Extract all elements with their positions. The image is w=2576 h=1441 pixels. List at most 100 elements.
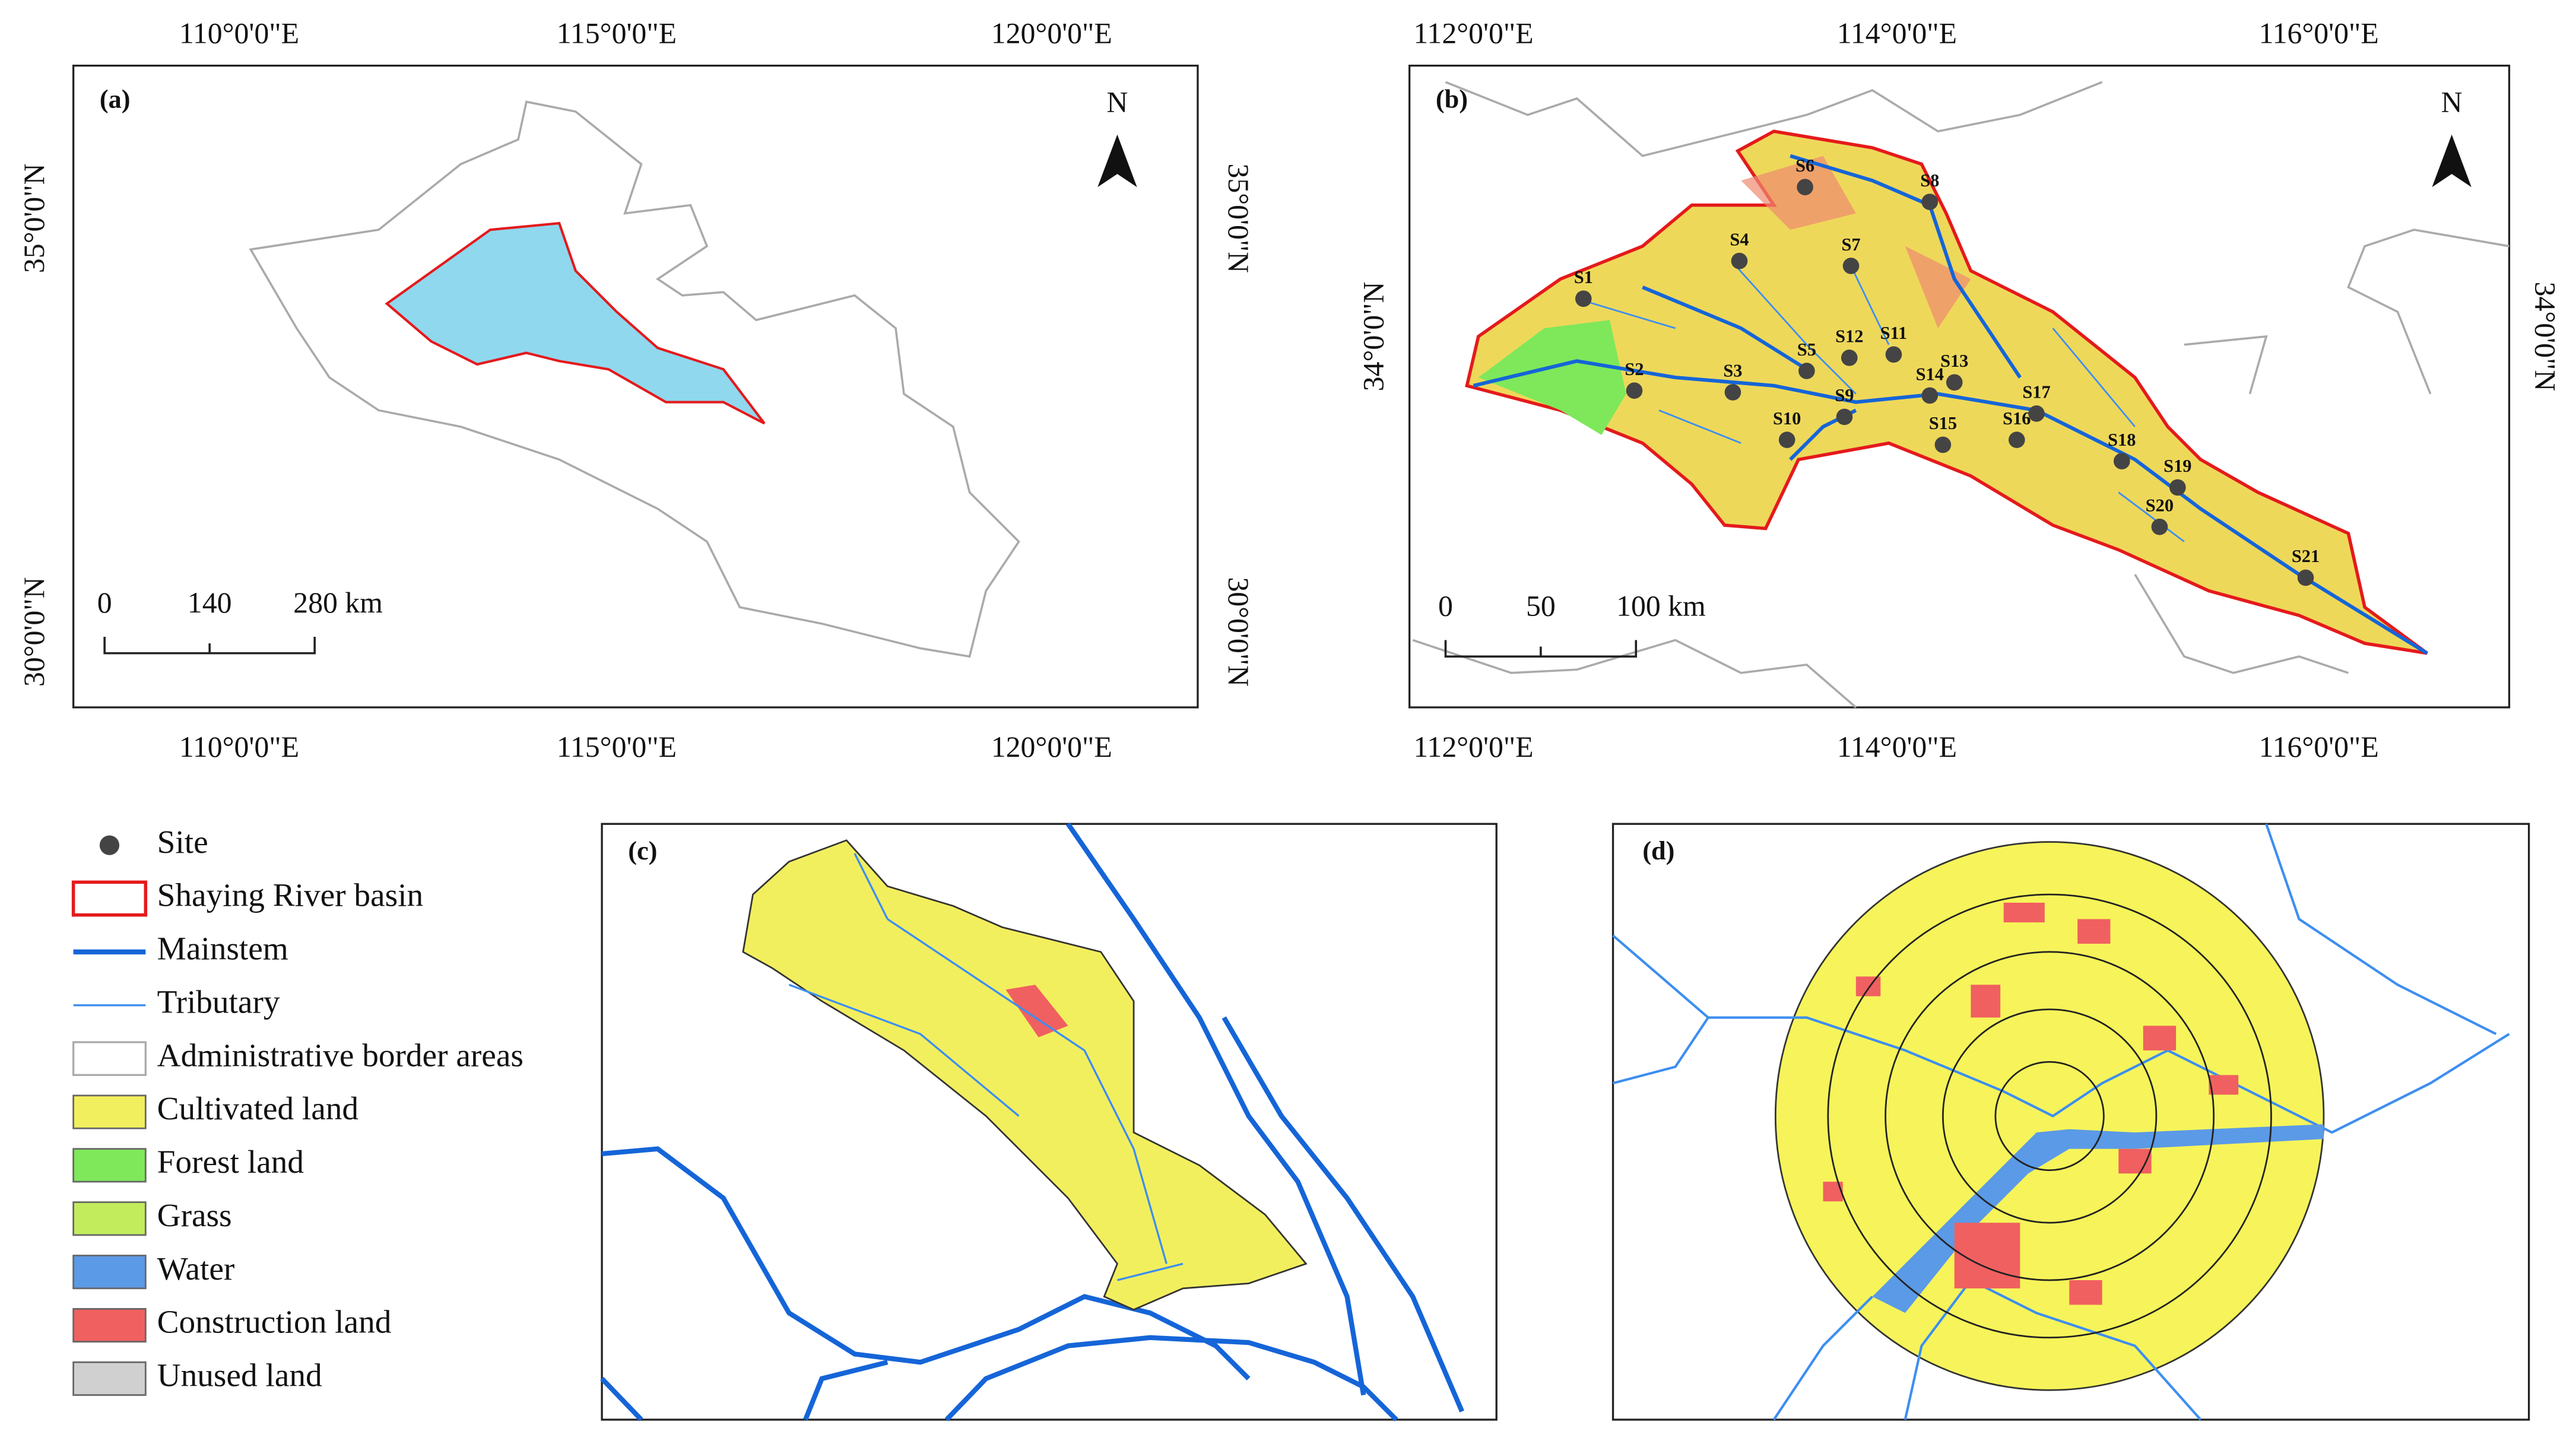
lon-label: 110°0'0"E [179, 731, 299, 763]
panel-label: (b) [1436, 85, 1468, 114]
site-label: S13 [1940, 351, 1968, 371]
scale-label: 50 [1526, 589, 1556, 622]
panel-label: (d) [1642, 836, 1674, 865]
site [2028, 405, 2045, 422]
panel-label: (c) [628, 836, 657, 865]
site-label: S11 [1880, 323, 1908, 343]
site-label: S6 [1795, 155, 1814, 176]
lon-label: 112°0'0"E [1413, 731, 1533, 763]
sub-basin [742, 839, 1308, 1311]
scale-bar [103, 636, 316, 655]
site-label: S3 [1723, 361, 1742, 381]
site-label: S2 [1625, 359, 1644, 379]
site-label: S4 [1730, 229, 1749, 249]
site-label: S9 [1835, 385, 1854, 405]
site [2009, 431, 2025, 448]
site-label: S19 [2163, 456, 2191, 476]
site [1798, 363, 1815, 379]
site [1934, 436, 1952, 453]
site-label: S16 [2003, 408, 2031, 429]
scale-label: 140 [188, 586, 232, 619]
site [1841, 350, 1858, 366]
site-label: S7 [1841, 234, 1860, 255]
lon-label: 120°0'0"E [991, 17, 1112, 49]
lat-label: 30°0'0"N [18, 577, 50, 687]
lat-label: 34°0'0"N [1357, 282, 1390, 392]
legend-symbol [72, 1255, 147, 1290]
north-arrow [1097, 134, 1137, 188]
scale-label: 0 [1438, 589, 1453, 622]
site-label: S14 [1916, 364, 1944, 384]
site [1626, 382, 1643, 399]
lat-label: 34°0'0"N [2529, 282, 2561, 392]
legend-symbol [72, 1094, 147, 1129]
site [1836, 408, 1853, 426]
lon-label: 112°0'0"E [1413, 17, 1533, 49]
site-label: S21 [2292, 546, 2320, 566]
site [2169, 479, 2186, 496]
lon-label: 116°0'0"E [2259, 731, 2379, 763]
legend-symbol [72, 1308, 147, 1343]
site [1731, 252, 1748, 269]
site-label: S17 [2022, 382, 2050, 402]
lon-label: 116°0'0"E [2259, 17, 2379, 49]
legend-label: Unused land [157, 1357, 322, 1394]
construction-area [1741, 155, 1971, 329]
site [1575, 290, 1592, 307]
site-label: S5 [1797, 339, 1816, 360]
legend-label: Forest land [157, 1144, 304, 1180]
legend-label: Site [157, 824, 208, 860]
buffer-rings [1827, 893, 2272, 1339]
legend-symbol [72, 1041, 147, 1076]
site-label: S8 [1920, 170, 1939, 191]
scale-label: 280 km [293, 586, 383, 619]
legend-symbol [99, 835, 120, 855]
north-arrow [2432, 134, 2472, 188]
construction-area [1005, 985, 1068, 1037]
labels: 110°0'0"E 110°0'0"E 115°0'0"E 115°0'0"E 120°… [18, 17, 2561, 1396]
site [1921, 387, 1939, 404]
north-label: N [2441, 85, 2463, 118]
site [2297, 569, 2314, 586]
site-label: S10 [1773, 408, 1801, 429]
site-label: S15 [1929, 413, 1957, 433]
legend-label: Shaying River basin [157, 877, 423, 913]
lon-label: 114°0'0"E [1837, 17, 1957, 49]
scale-label: 0 [97, 586, 112, 619]
lon-label: 115°0'0"E [557, 731, 677, 763]
site-label: S1 [1574, 267, 1593, 287]
site [2113, 453, 2130, 469]
lat-label: 30°0'0"N [1222, 577, 1255, 687]
site [1724, 384, 1741, 401]
tributary [1576, 262, 2185, 542]
site [2151, 518, 2168, 535]
north-label: N [1106, 85, 1128, 118]
scale-label: 100 km [1616, 589, 1706, 622]
legend-label: Grass [157, 1197, 232, 1233]
site [1946, 374, 1963, 391]
legend-symbol [71, 880, 148, 917]
forest-area [1478, 320, 1626, 435]
lat-label: 35°0'0"N [1222, 163, 1255, 273]
buffer-zone [1774, 841, 2325, 1391]
site [1885, 346, 1902, 363]
tributary [788, 853, 1184, 1281]
legend-symbol [72, 1148, 147, 1183]
site-label: S20 [2146, 495, 2174, 515]
legend-label: Cultivated land [157, 1090, 359, 1126]
scale-bar [1444, 640, 1638, 658]
site [1797, 179, 1813, 196]
site-label: S18 [2108, 430, 2136, 450]
lon-label: 115°0'0"E [557, 17, 677, 49]
lon-label: 114°0'0"E [1837, 731, 1957, 763]
river [1612, 823, 2510, 1421]
mainstem [600, 822, 1464, 1421]
legend-label: Tributary [157, 983, 280, 1020]
site [1778, 431, 1795, 448]
admin-border [1412, 81, 2510, 709]
legend-label: Construction land [157, 1304, 392, 1340]
basin-outline [385, 221, 766, 425]
legend-label: Administrative border areas [157, 1037, 524, 1073]
site-label: S12 [1835, 326, 1863, 347]
